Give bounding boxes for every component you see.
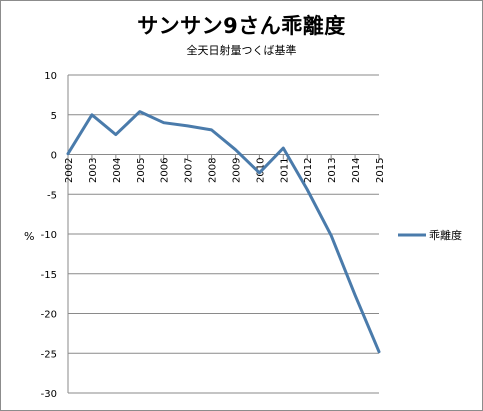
- x-tick-label: 2013: [327, 158, 338, 183]
- y-axis-ticks: 10 5 0 -5 -10 -15 -20 -25 -30: [41, 71, 57, 400]
- chart-subtitle: 全天日射量つくば基準: [186, 44, 297, 57]
- y-tick-label: -10: [41, 230, 57, 241]
- series-line: [66, 110, 381, 354]
- x-tick-label: 2003: [88, 158, 99, 183]
- x-tick-label: 2015: [375, 158, 386, 183]
- y-tick-label: 5: [51, 111, 57, 122]
- x-tick-label: 2002: [64, 158, 75, 183]
- y-tick-label: -15: [41, 270, 57, 281]
- chart-title: サンサン9さん乖離度: [137, 14, 346, 38]
- legend: 乖離度: [398, 228, 462, 242]
- y-tick-label: 10: [44, 71, 57, 82]
- x-tick-label: 2009: [231, 158, 242, 183]
- x-tick-label: 2008: [208, 158, 219, 183]
- y-tick-label: 0: [51, 151, 57, 162]
- x-tick-label: 2006: [160, 158, 171, 183]
- y-tick-label: -30: [41, 389, 57, 400]
- x-axis: [67, 154, 380, 160]
- gridlines: [67, 74, 379, 394]
- plot-series: [66, 110, 381, 354]
- x-tick-label: 2011: [279, 158, 290, 183]
- legend-label: 乖離度: [429, 228, 462, 242]
- y-axis-label: %: [24, 230, 34, 243]
- y-tick-label: -25: [41, 349, 57, 360]
- x-tick-label: 2014: [351, 158, 362, 183]
- x-tick-label: 2004: [112, 158, 123, 183]
- y-tick-label: -5: [47, 190, 57, 201]
- x-tick-label: 2012: [303, 158, 314, 183]
- x-tick-label: 2005: [136, 158, 147, 183]
- x-axis-ticks: 2002 2003 2004 2005 2006 2007 2008 2009 2010 2011…: [64, 158, 386, 183]
- y-tick-label: -20: [41, 310, 57, 321]
- x-tick-label: 2007: [184, 158, 195, 183]
